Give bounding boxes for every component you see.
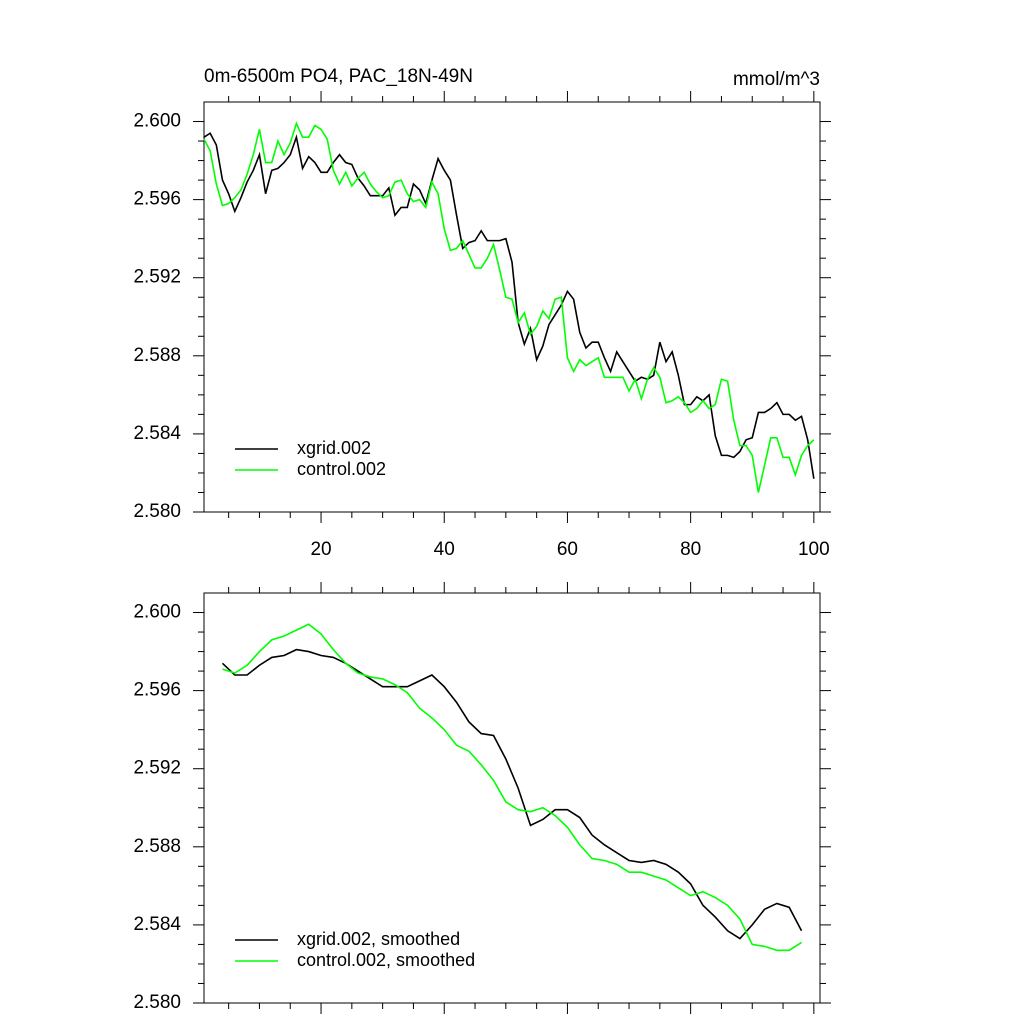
units-label: mmol/m^3 xyxy=(733,69,820,90)
legend-label: control.002, smoothed xyxy=(297,950,475,970)
x-tick-label: 60 xyxy=(557,539,578,560)
y-tick-label: 2.592 xyxy=(133,758,181,779)
y-tick-label: 2.592 xyxy=(133,267,181,288)
y-tick-label: 2.596 xyxy=(133,680,181,701)
legend-label: xgrid.002, smoothed xyxy=(297,929,460,949)
y-tick-label: 2.580 xyxy=(133,501,181,522)
legend-label: xgrid.002 xyxy=(297,438,371,458)
x-tick-label: 80 xyxy=(680,539,701,560)
y-tick-label: 2.596 xyxy=(133,189,181,210)
y-tick-label: 2.588 xyxy=(133,836,181,857)
plot-frame xyxy=(203,592,821,1004)
data-line xyxy=(222,623,802,952)
y-tick-label: 2.600 xyxy=(133,602,181,623)
x-tick-label: 40 xyxy=(434,539,455,560)
plot-frame xyxy=(203,101,821,513)
x-tick-label: 100 xyxy=(798,539,830,560)
y-tick-label: 2.584 xyxy=(133,914,181,935)
x-tick-label: 20 xyxy=(310,539,331,560)
y-tick-label: 2.580 xyxy=(133,992,181,1013)
data-line xyxy=(221,648,803,940)
legend-label: control.002 xyxy=(297,459,386,479)
y-tick-label: 2.588 xyxy=(133,345,181,366)
chart-title: 0m-6500m PO4, PAC_18N-49N xyxy=(204,66,473,87)
y-tick-label: 2.584 xyxy=(133,423,181,444)
data-line xyxy=(203,132,815,479)
y-tick-label: 2.600 xyxy=(133,111,181,132)
data-line xyxy=(203,121,815,493)
